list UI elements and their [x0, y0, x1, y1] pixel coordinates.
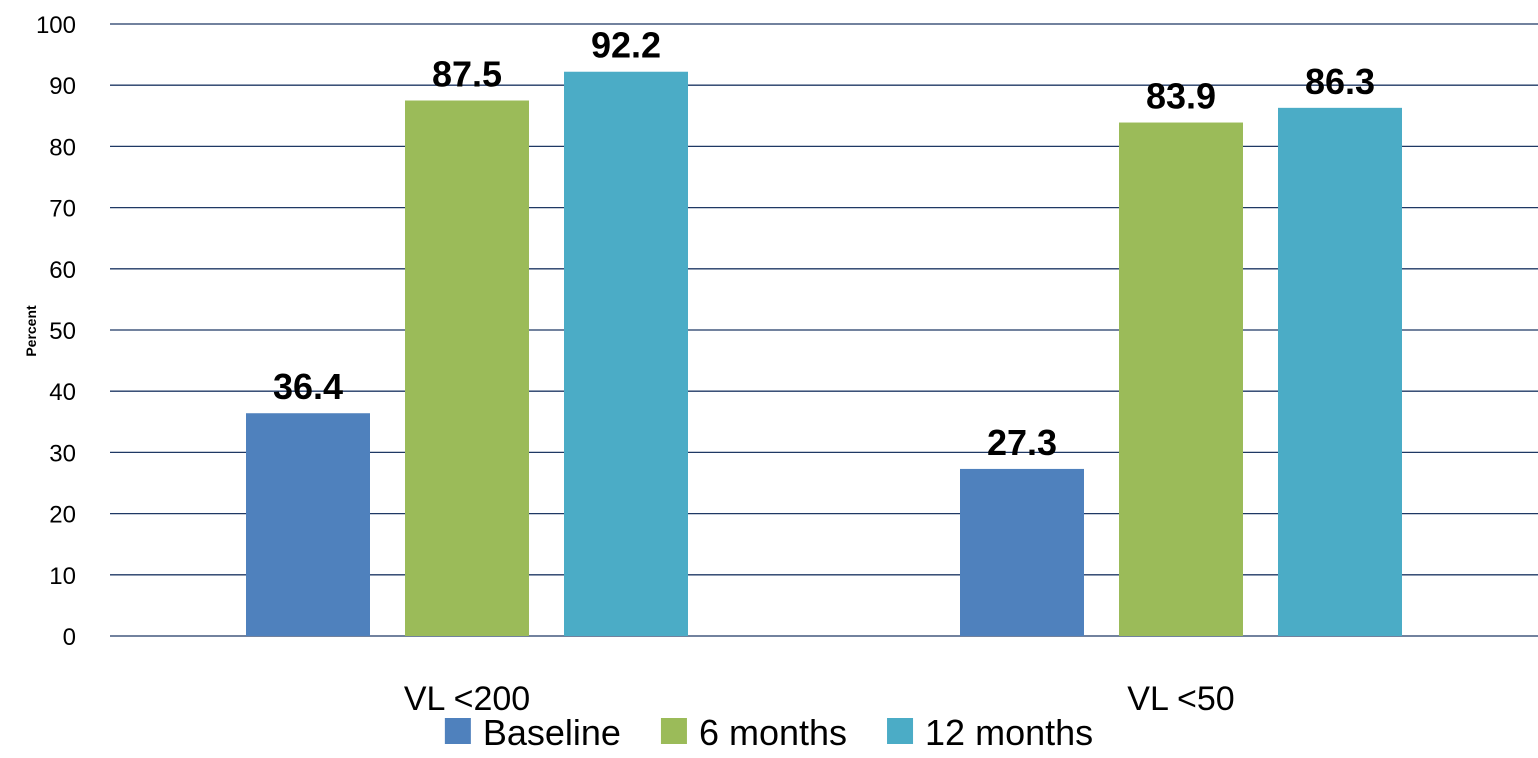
bar-baseline-2 — [960, 468, 1084, 636]
data-labels: 36.4 87.5 92.2 27.3 83.9 86.3 — [273, 25, 1375, 463]
y-axis-title: Percent — [23, 305, 39, 357]
bars — [246, 71, 1402, 637]
y-axis-ticks: 0 10 20 30 40 50 60 70 80 90 100 — [36, 12, 76, 651]
data-label: 87.5 — [432, 54, 502, 95]
x-axis-categories: VL <200 VL <50 — [404, 680, 1235, 718]
y-tick-label: 70 — [49, 196, 76, 223]
y-tick-label: 10 — [49, 563, 76, 590]
y-tick-label: 60 — [49, 257, 76, 284]
bar-12-months-2 — [1278, 107, 1402, 637]
y-tick-label: 30 — [49, 440, 76, 467]
data-label: 83.9 — [1146, 76, 1216, 117]
y-tick-label: 40 — [49, 379, 76, 406]
bar-6-months-1 — [405, 100, 529, 636]
y-tick-label: 90 — [49, 73, 76, 100]
bar-12-months-1 — [564, 71, 688, 636]
y-tick-label: 100 — [36, 12, 76, 39]
y-tick-label: 80 — [49, 134, 76, 161]
data-label: 86.3 — [1305, 61, 1375, 102]
legend-swatch-12-months — [887, 718, 914, 744]
x-category-label: VL <50 — [1127, 680, 1234, 718]
legend-label: 12 months — [925, 712, 1093, 753]
legend-label: Baseline — [483, 712, 621, 753]
legend-label: 6 months — [699, 712, 847, 753]
x-category-label: VL <200 — [404, 680, 530, 718]
legend: Baseline 6 months 12 months — [444, 712, 1093, 753]
legend-swatch-6-months — [660, 718, 687, 744]
data-label: 92.2 — [591, 25, 661, 66]
y-tick-label: 50 — [49, 318, 76, 345]
data-label: 27.3 — [987, 422, 1057, 463]
y-tick-label: 0 — [63, 624, 76, 651]
bar-6-months-2 — [1119, 122, 1243, 637]
bar-baseline-1 — [246, 413, 370, 636]
data-label: 36.4 — [273, 366, 343, 407]
y-tick-label: 20 — [49, 502, 76, 529]
legend-swatch-baseline — [444, 718, 471, 744]
